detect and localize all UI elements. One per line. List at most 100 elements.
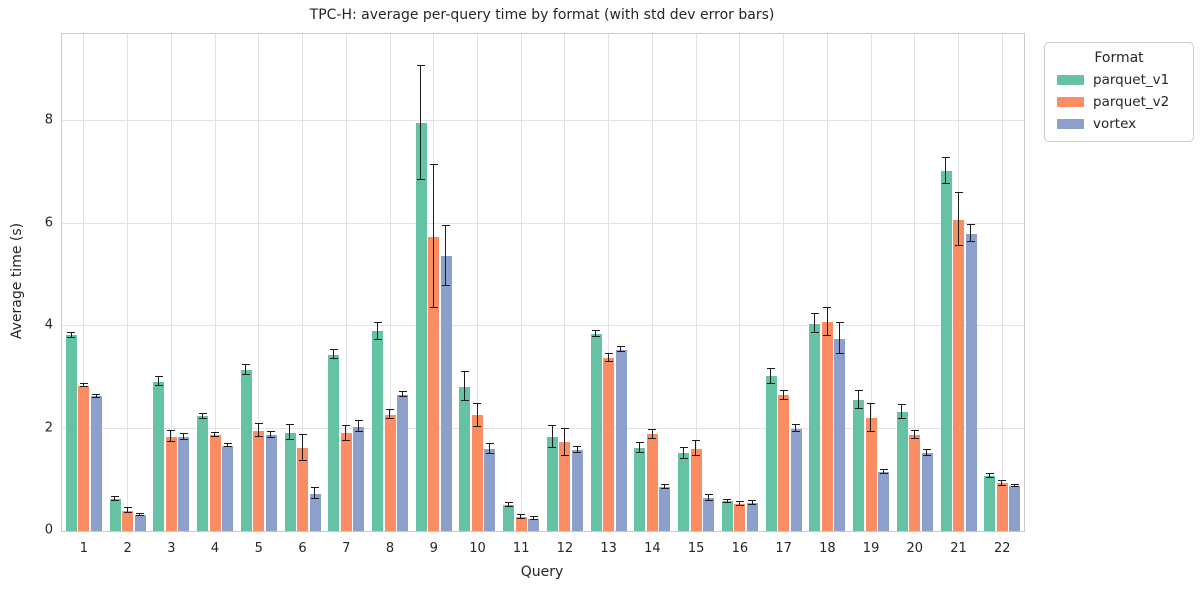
bar-slot-vortex-q1 [90, 34, 102, 531]
bar-parquet_v2-q17 [778, 395, 790, 531]
error-bar-parquet_v2-q6 [301, 434, 303, 462]
bar-slot-parquet_v1-q17 [765, 34, 777, 531]
bar-slot-parquet_v1-q20 [896, 34, 908, 531]
legend-swatch-vortex [1057, 119, 1084, 129]
bar-vortex-q5 [265, 434, 277, 531]
error-bar-parquet_v1-q8 [376, 322, 378, 341]
bar-vortex-q20 [921, 453, 933, 531]
error-bar-parquet_v1-q19 [857, 391, 859, 409]
bar-vortex-q10 [484, 449, 496, 531]
error-bar-vortex-q21 [970, 224, 972, 243]
y-tick-label-8: 8 [44, 112, 53, 128]
bar-slot-vortex-q3 [178, 34, 190, 531]
error-bar-parquet_v2-q8 [389, 410, 391, 420]
error-cap-low-parquet_v2-q1 [79, 386, 88, 388]
gridline-x-q11 [520, 34, 522, 531]
error-bar-parquet_v1-q22 [988, 473, 990, 478]
error-cap-high-parquet_v2-q11 [517, 514, 526, 516]
error-cap-high-parquet_v2-q15 [692, 440, 701, 442]
error-cap-high-vortex-q21 [967, 223, 976, 225]
legend-label-vortex: vortex [1093, 116, 1137, 132]
bar-slot-parquet_v1-q19 [853, 34, 865, 531]
bar-group-q14: 14 [631, 34, 675, 556]
bar-slot-vortex-q6 [309, 34, 321, 531]
bar-group-q20: 20 [893, 34, 937, 556]
error-bar-vortex-q14 [664, 484, 666, 490]
bar-group-q15: 15 [674, 34, 718, 556]
error-cap-low-parquet_v2-q7 [342, 439, 351, 441]
error-cap-low-parquet_v1-q15 [679, 457, 688, 459]
bar-parquet_v1-q4 [197, 416, 209, 531]
error-bar-parquet_v2-q9 [432, 165, 434, 308]
x-tick-label-22: 22 [994, 541, 1011, 556]
error-cap-high-parquet_v2-q13 [604, 352, 613, 354]
error-bar-vortex-q13 [620, 347, 622, 353]
error-cap-high-parquet_v1-q20 [898, 404, 907, 406]
bar-parquet_v2-q5 [253, 430, 265, 531]
bar-vortex-q4 [222, 445, 234, 531]
bar-parquet_v2-q3 [165, 436, 177, 531]
bar-parquet_v1-q3 [153, 381, 165, 531]
error-cap-low-parquet_v1-q10 [460, 399, 469, 401]
bar-slot-parquet_v2-q3 [165, 34, 177, 531]
error-bar-vortex-q16 [751, 501, 753, 506]
bar-vortex-q19 [878, 471, 890, 531]
error-bar-parquet_v2-q11 [520, 515, 522, 520]
bar-vortex-q2 [134, 515, 146, 531]
error-cap-low-parquet_v2-q16 [735, 505, 744, 507]
error-cap-high-vortex-q1 [92, 393, 101, 395]
error-cap-high-vortex-q20 [923, 449, 932, 451]
error-cap-high-vortex-q9 [442, 225, 451, 227]
error-cap-high-parquet_v1-q13 [592, 330, 601, 332]
bar-slot-parquet_v2-q1 [78, 34, 90, 531]
error-cap-high-parquet_v1-q18 [810, 313, 819, 315]
bar-parquet_v2-q6 [297, 448, 309, 531]
gridline-x-q1 [83, 34, 85, 531]
error-bar-parquet_v1-q9 [420, 65, 422, 181]
error-cap-low-parquet_v1-q4 [198, 417, 207, 419]
error-cap-low-parquet_v2-q12 [560, 454, 569, 456]
error-cap-high-parquet_v1-q2 [111, 496, 120, 498]
bar-vortex-q1 [90, 396, 102, 531]
bar-parquet_v1-q9 [415, 122, 427, 531]
error-cap-high-parquet_v1-q6 [286, 424, 295, 426]
gridline-x-q8 [389, 34, 391, 531]
error-cap-high-parquet_v2-q4 [211, 431, 220, 433]
x-tick-label-3: 3 [167, 541, 176, 556]
error-bar-vortex-q4 [226, 443, 228, 448]
bar-parquet_v2-q18 [821, 322, 833, 531]
error-cap-low-parquet_v2-q13 [604, 361, 613, 363]
bar-slot-vortex-q17 [790, 34, 802, 531]
bar-slot-vortex-q11 [528, 34, 540, 531]
error-cap-low-parquet_v1-q16 [723, 501, 732, 503]
error-cap-low-parquet_v2-q11 [517, 518, 526, 520]
bar-group-q18: 18 [805, 34, 849, 556]
bar-slot-parquet_v1-q6 [284, 34, 296, 531]
bar-slot-parquet_v2-q18 [821, 34, 833, 531]
error-bar-parquet_v1-q16 [726, 499, 728, 503]
error-cap-high-vortex-q22 [1010, 484, 1019, 486]
error-cap-high-vortex-q19 [879, 468, 888, 470]
error-cap-low-parquet_v1-q21 [942, 183, 951, 185]
bar-parquet_v2-q21 [953, 219, 965, 531]
error-cap-low-vortex-q2 [136, 515, 145, 517]
bar-slot-parquet_v1-q16 [721, 34, 733, 531]
error-bar-parquet_v1-q3 [157, 376, 159, 387]
gridline-x-q7 [345, 34, 347, 531]
bar-slot-vortex-q21 [965, 34, 977, 531]
error-cap-high-parquet_v2-q16 [735, 501, 744, 503]
bar-parquet_v1-q18 [809, 323, 821, 531]
bar-slot-vortex-q19 [878, 34, 890, 531]
error-cap-low-vortex-q11 [529, 519, 538, 521]
gridline-y-4 [62, 325, 1024, 327]
error-cap-high-parquet_v2-q9 [429, 164, 438, 166]
legend-swatch-parquet-v1 [1057, 75, 1084, 85]
bar-slot-parquet_v1-q13 [590, 34, 602, 531]
legend: Format parquet_v1 parquet_v2 vortex [1044, 42, 1194, 142]
bar-parquet_v1-q12 [546, 436, 558, 531]
gridline-x-q10 [476, 34, 478, 531]
error-cap-high-parquet_v1-q16 [723, 498, 732, 500]
error-cap-low-parquet_v1-q20 [898, 418, 907, 420]
error-bar-vortex-q2 [139, 514, 141, 517]
bar-slot-vortex-q15 [703, 34, 715, 531]
